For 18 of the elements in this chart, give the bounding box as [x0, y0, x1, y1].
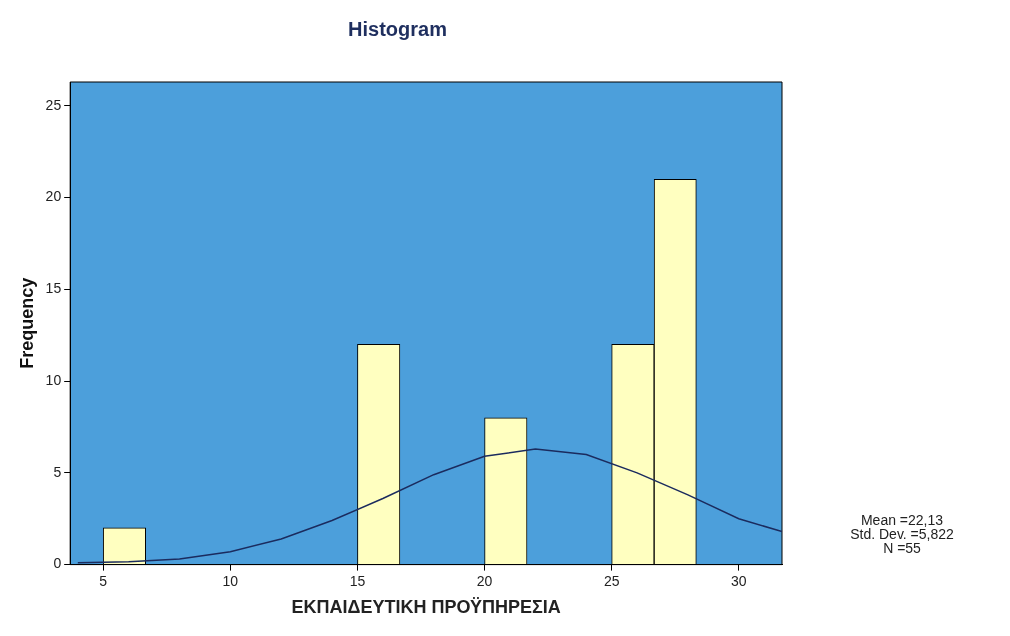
- text: N =55: [883, 539, 922, 556]
- chart-title: Histogram: [348, 17, 447, 40]
- x-tick-label: 25: [603, 572, 620, 589]
- x-tick-label: 20: [476, 572, 493, 589]
- y-tick-label: 0: [53, 555, 62, 572]
- y-tick-label: 15: [45, 280, 62, 297]
- x-tick-label: 10: [222, 572, 239, 589]
- text: Mean =22,13: [860, 511, 944, 528]
- y-tick-label: 10: [45, 371, 62, 388]
- x-tick-label: 15: [349, 572, 366, 589]
- y-tick-label: 25: [45, 96, 62, 113]
- y-tick-label: 5: [53, 463, 62, 480]
- text: Std. Dev. =5,822: [850, 525, 955, 542]
- x-tick-label: 5: [99, 572, 108, 589]
- x-axis-title: ΕΚΠΑΙΔΕΥΤΙΚΗ ΠΡΟΫΠΗΡΕΣΙΑ: [291, 597, 561, 618]
- y-axis-title: Frequency: [16, 277, 37, 369]
- y-tick-label: 20: [45, 188, 62, 205]
- x-tick-label: 30: [730, 572, 747, 589]
